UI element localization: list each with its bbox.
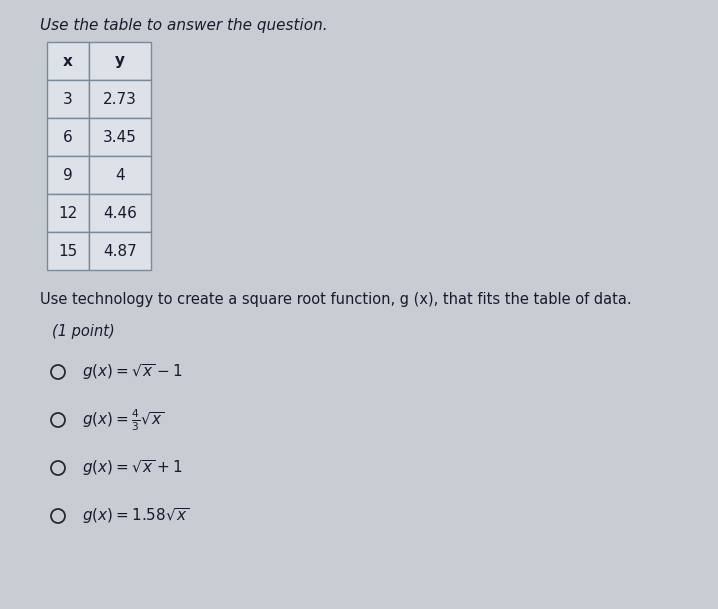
Bar	[89, 118, 151, 156]
Bar	[89, 42, 151, 80]
Text: 9: 9	[63, 167, 73, 183]
Text: 4: 4	[115, 167, 125, 183]
Bar	[47, 42, 89, 80]
Text: 6: 6	[63, 130, 73, 144]
Text: $g(x) = 1.58\sqrt{x}$: $g(x) = 1.58\sqrt{x}$	[82, 506, 190, 526]
Bar	[89, 232, 151, 270]
Bar	[47, 118, 89, 156]
Bar	[89, 80, 151, 118]
Text: $g(x) = \frac{4}{3}\sqrt{x}$: $g(x) = \frac{4}{3}\sqrt{x}$	[82, 407, 164, 433]
Bar	[47, 232, 89, 270]
Text: 4.46: 4.46	[103, 205, 137, 220]
Bar	[47, 156, 89, 194]
Text: Use the table to answer the question.: Use the table to answer the question.	[40, 18, 327, 33]
Text: 12: 12	[58, 205, 78, 220]
Text: x: x	[63, 54, 73, 68]
Text: $g(x) = \sqrt{x} + 1$: $g(x) = \sqrt{x} + 1$	[82, 458, 183, 478]
Text: 3: 3	[63, 91, 73, 107]
Text: 2.73: 2.73	[103, 91, 137, 107]
Bar	[89, 156, 151, 194]
Bar	[47, 194, 89, 232]
Text: y: y	[115, 54, 125, 68]
Text: $g(x) = \sqrt{x} - 1$: $g(x) = \sqrt{x} - 1$	[82, 362, 183, 382]
Text: Use technology to create a square root function, g (x), that fits the table of d: Use technology to create a square root f…	[40, 292, 632, 307]
Bar	[89, 194, 151, 232]
Text: 15: 15	[58, 244, 78, 258]
Text: (1 point): (1 point)	[52, 324, 115, 339]
Bar	[47, 80, 89, 118]
Text: 4.87: 4.87	[103, 244, 137, 258]
Text: 3.45: 3.45	[103, 130, 137, 144]
